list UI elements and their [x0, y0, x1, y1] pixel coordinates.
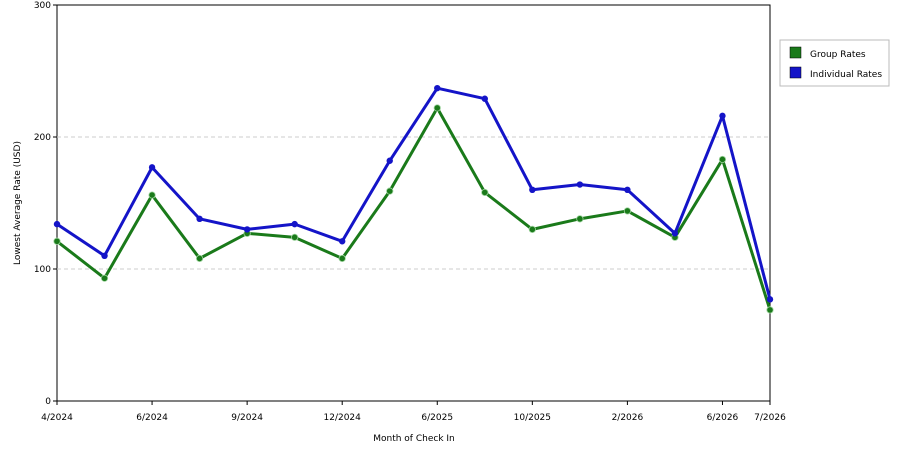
legend-swatch-group-rates — [789, 46, 802, 59]
y-tick-label: 100 — [34, 265, 51, 275]
y-axis-label: Lowest Average Rate (USD) — [13, 141, 23, 265]
data-point — [101, 252, 108, 259]
data-point — [528, 225, 536, 233]
data-point — [339, 238, 346, 245]
y-tick-label: 300 — [34, 1, 51, 11]
data-point — [719, 112, 726, 120]
legend: Group Rates Individual Rates — [779, 39, 890, 87]
data-point — [766, 296, 774, 303]
data-point — [386, 157, 393, 164]
x-tick-label: 7/2026 — [754, 413, 786, 423]
data-point — [481, 95, 488, 102]
data-point — [623, 207, 632, 215]
data-point — [386, 187, 394, 195]
data-point — [624, 186, 631, 193]
x-tick-label: 2/2026 — [612, 413, 644, 423]
x-tick-label: 6/2025 — [421, 413, 453, 423]
y-tick-label: 0 — [45, 397, 51, 407]
data-point — [100, 274, 109, 282]
data-point — [718, 155, 727, 164]
data-point — [53, 220, 61, 228]
series — [53, 84, 774, 314]
y-tick-label: 200 — [34, 133, 51, 143]
data-point — [196, 254, 204, 263]
data-point — [576, 181, 584, 188]
data-point — [529, 186, 536, 193]
x-tick-label: 6/2024 — [136, 413, 168, 423]
legend-label-individual-rates: Individual Rates — [810, 70, 882, 80]
data-point — [338, 254, 346, 263]
series-line — [56, 106, 772, 311]
data-point — [243, 226, 251, 233]
legend-swatch-individual-rates — [789, 66, 802, 79]
legend-label-group-rates: Group Rates — [810, 50, 866, 60]
data-point — [53, 237, 61, 245]
x-tick-label: 9/2024 — [231, 413, 263, 423]
x-axis-label: Month of Check In — [373, 434, 455, 444]
data-point — [433, 104, 441, 112]
data-point — [434, 84, 441, 92]
x-tick-label: 6/2026 — [707, 413, 739, 423]
x-tick-label: 4/2024 — [41, 413, 73, 423]
data-point — [291, 220, 298, 228]
data-point — [148, 191, 156, 199]
data-point — [671, 230, 679, 237]
plot-area — [56, 4, 771, 402]
axes: 0 100 200 300 4/2024 6/2024 9/2024 12/2024 6/202… — [34, 1, 786, 423]
data-point — [766, 306, 774, 314]
data-point — [291, 233, 299, 241]
x-tick-label: 10/2025 — [514, 413, 551, 423]
series-line — [56, 86, 772, 300]
data-point — [481, 188, 489, 197]
x-tick-label: 12/2024 — [324, 413, 362, 423]
data-point — [576, 215, 584, 223]
data-point — [196, 215, 203, 223]
data-point — [148, 164, 156, 171]
